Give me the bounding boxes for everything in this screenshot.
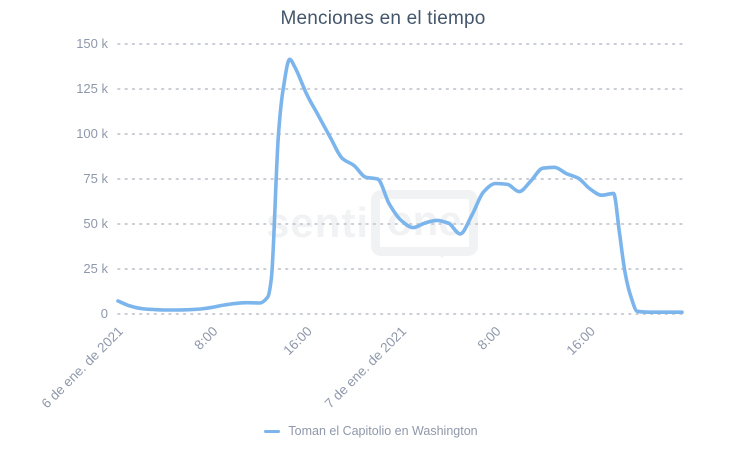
- series-line[interactable]: [116, 57, 684, 315]
- y-axis-tick-label: 125 k: [76, 81, 108, 96]
- x-axis-tick-label: 7 de ene. de 2021: [322, 324, 410, 412]
- watermark-text: senti: [266, 199, 370, 247]
- x-axis-tick-label: 6 de ene. de 2021: [39, 324, 127, 412]
- page-title: Menciones en el tiempo: [280, 8, 486, 29]
- watermark: senti one: [266, 190, 478, 259]
- y-axis-tick-label: 75 k: [83, 171, 108, 186]
- y-axis-tick-label: 150 k: [76, 36, 108, 51]
- x-axis-tick-label: 8:00: [191, 324, 220, 353]
- y-axis-tick-label: 25 k: [83, 261, 108, 276]
- legend-line-marker: [264, 429, 281, 433]
- y-axis-tick-label: 0: [100, 306, 108, 321]
- x-axis-tick-label: 16:00: [280, 324, 315, 359]
- x-axis-tick-label: 16:00: [564, 324, 599, 359]
- legend[interactable]: Toman el Capitolio en Washington: [0, 424, 742, 438]
- y-axis-tick-label: 50 k: [83, 216, 108, 231]
- x-axis-tick-label: 8:00: [475, 324, 504, 353]
- legend-label: Toman el Capitolio en Washington: [288, 424, 478, 438]
- y-axis-tick-label: 100 k: [76, 126, 108, 141]
- watermark-bubble-tail-icon: [431, 247, 454, 269]
